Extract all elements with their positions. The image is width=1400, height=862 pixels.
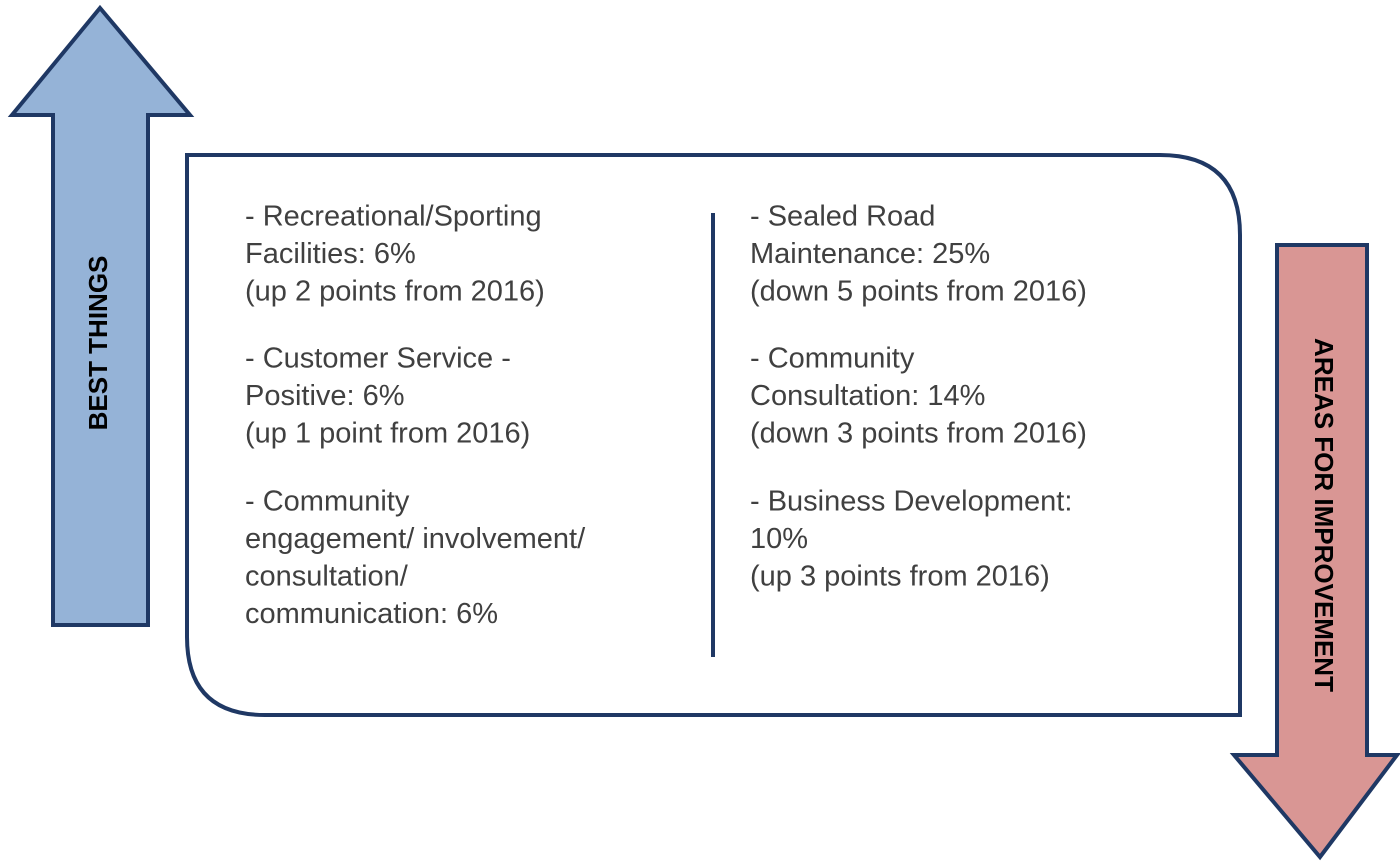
item-text: - Community	[750, 343, 915, 375]
item-text: Facilities: 6%	[245, 238, 416, 270]
item-text: - Business Development:	[750, 486, 1072, 518]
item-text: engagement/ involvement/	[245, 523, 586, 555]
item-text: - Recreational/Sporting	[245, 201, 542, 233]
item-text: (up 1 point from 2016)	[245, 418, 530, 450]
item-text: (up 3 points from 2016)	[750, 561, 1050, 593]
item-text: (up 2 points from 2016)	[245, 276, 545, 308]
item-text: Consultation: 14%	[750, 380, 985, 412]
item-text: Maintenance: 25%	[750, 238, 990, 270]
arrow-label: BEST THINGS	[83, 256, 113, 431]
down-arrow	[1229, 243, 1400, 861]
item-text: 10%	[750, 523, 808, 555]
up-arrow	[7, 4, 195, 627]
arrow-label: AREAS FOR IMPROVEMENT	[1309, 338, 1339, 692]
item-text: consultation/	[245, 561, 409, 593]
item-text: - Customer Service -	[245, 343, 511, 375]
item-text: Positive: 6%	[245, 380, 405, 412]
item-text: (down 3 points from 2016)	[750, 418, 1087, 450]
item-text: (down 5 points from 2016)	[750, 276, 1087, 308]
item-text: communication: 6%	[245, 598, 498, 630]
item-text: - Community	[245, 486, 410, 518]
item-text: - Sealed Road	[750, 201, 935, 233]
